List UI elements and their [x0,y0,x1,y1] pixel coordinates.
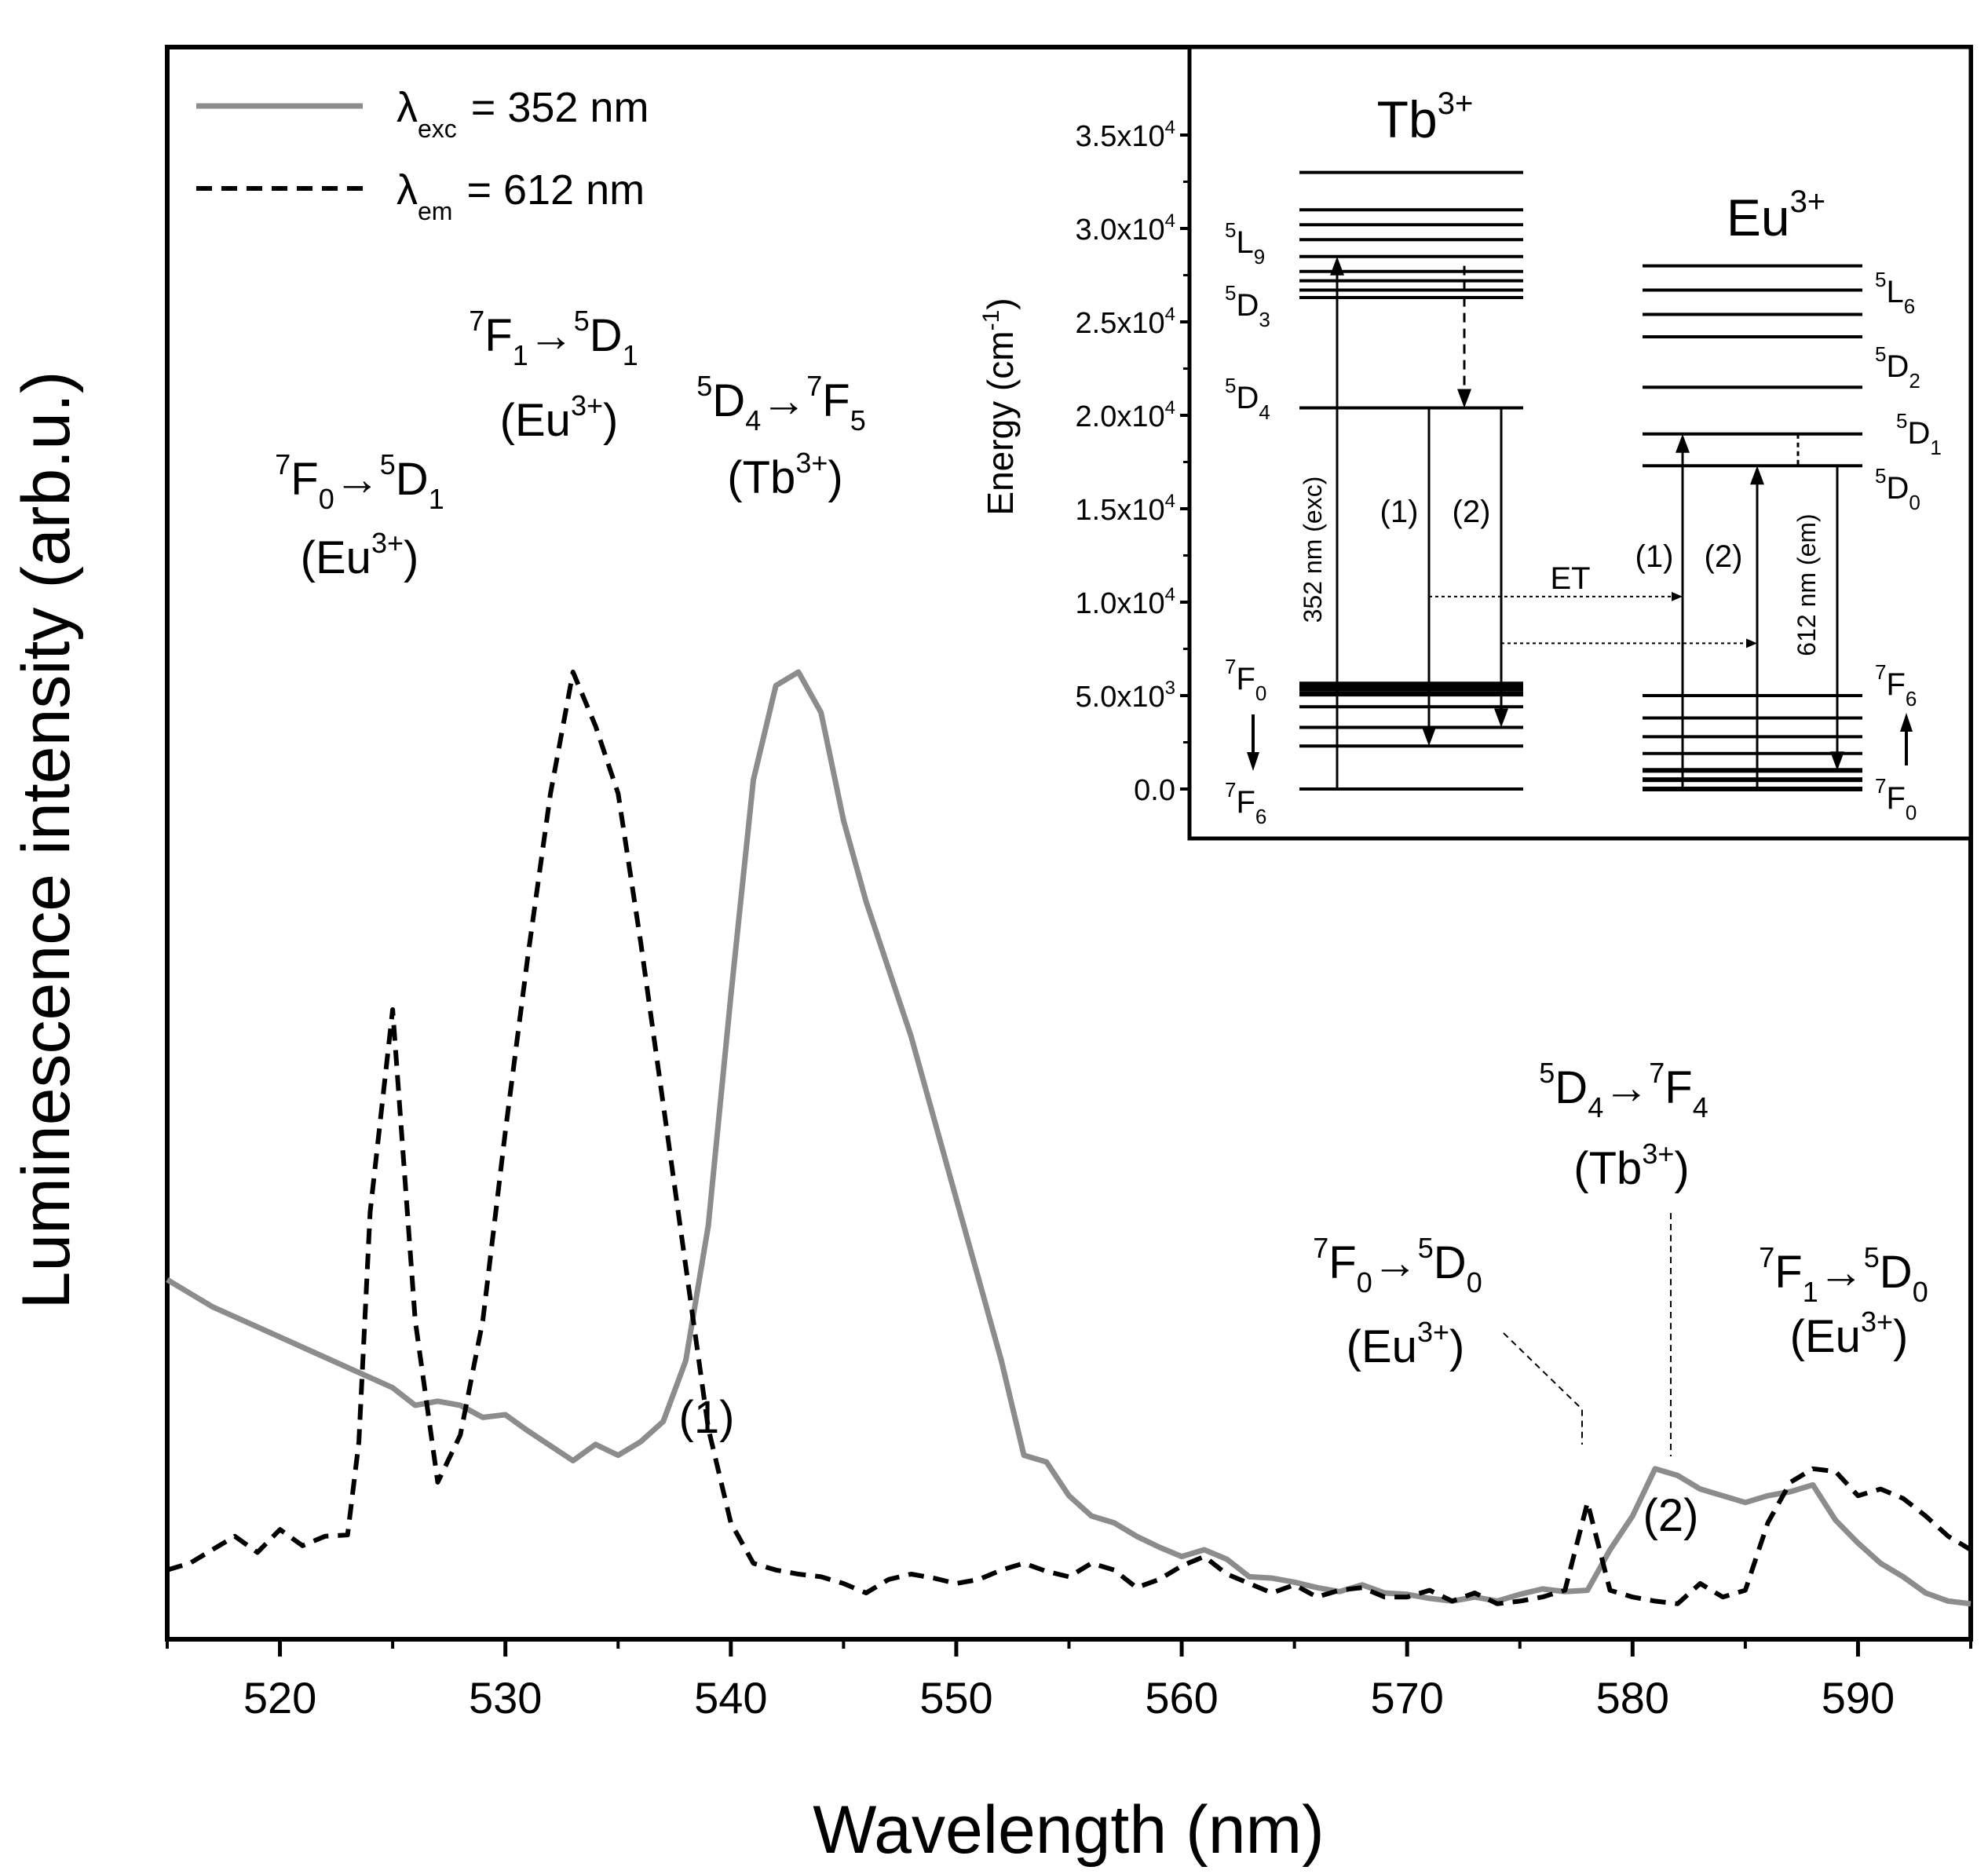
tb-path-1-label: (1) [1380,495,1419,529]
leader-line-7F0-5D0 [1503,1332,1583,1445]
x-tick-label-550: 550 [919,1673,992,1722]
svg-text:7F1→5D1: 7F1→5D1 [469,305,638,371]
inset-y-axis-label: Energy (cm-1) [978,298,1021,515]
tb-arrow-down-head [1247,752,1259,771]
x-tick-label-570: 570 [1370,1673,1443,1722]
svg-text:(Eu3+): (Eu3+) [500,389,619,446]
em-arrow-head [1830,751,1844,771]
eu-label-7F0: 7F0 [1875,774,1917,824]
annotation-5D4-7F4-tb: 5D4→7F4 (Tb3+) [1539,1057,1708,1456]
inset-y-tick-label: 1.0x104 [1076,584,1175,620]
annotation-7F1-5D0-eu: 7F1→5D0 (Eu3+) [1759,1241,1928,1362]
inset-frame [1187,45,1973,841]
exc-label: 352 nm (exc) [1299,477,1327,623]
marker-1: (1) [679,1392,735,1443]
tb-label-7F6: 7F6 [1225,778,1266,828]
tb-path-2-label: (2) [1453,495,1491,529]
eu-label-5D1: 5D1 [1896,409,1942,459]
tb-label-7F0: 7F0 [1225,655,1266,705]
x-tick-label-530: 530 [469,1673,542,1722]
annotation-7F0-5D1-eu: 7F0→5D1 (Eu3+) [275,448,444,583]
svg-text:7F0→5D0: 7F0→5D0 [1313,1232,1482,1299]
et-arrow-2-head [1746,638,1757,648]
legend: λexc = 352 nm λem = 612 nm [196,84,649,225]
x-tick-label-590: 590 [1822,1673,1895,1722]
x-tick-label-520: 520 [243,1673,316,1722]
inset-y-tick-label: 2.5x104 [1076,304,1175,340]
inset-y-tick-label: 0.0 [1134,774,1175,807]
tb-label-5L9: 5L9 [1225,218,1265,268]
eu-path-1-arrow-head [1676,433,1690,453]
eu-path-2-label: (2) [1705,539,1743,574]
inset-y-tick-label: 3.5x104 [1076,117,1175,153]
inset-y-tick-label: 3.0x104 [1076,210,1175,247]
tb-title: Tb3+ [1377,86,1474,148]
y-axis-label: Luminescence intensity (arb.u.) [9,371,84,1309]
transitions [1330,256,1844,789]
svg-text:7F0→5D1: 7F0→5D1 [275,448,444,515]
inset-y-tick-label: 1.5x104 [1076,491,1175,527]
x-axis-ticks: 520 530 540 550 560 570 580 590 [166,1639,1972,1722]
eu-path-2-arrow-head [1750,466,1764,485]
svg-text:5D4→7F5: 5D4→7F5 [696,370,865,437]
eu-arrow-up-head [1900,713,1913,732]
eu-label-5L6: 5L6 [1875,268,1915,318]
tb-label-5D4: 5D4 [1225,374,1270,424]
annotation-7F1-5D1-eu: 7F1→5D1 (Eu3+) [469,305,638,446]
annotation-7F0-5D0-eu: 7F0→5D0 (Eu3+) [1313,1232,1583,1445]
inset-y-tick-label: 5.0x103 [1076,678,1175,714]
main-series [166,669,1972,1607]
eu-energy-levels [1643,264,1862,791]
svg-text:5D4→7F4: 5D4→7F4 [1539,1057,1708,1123]
x-tick-label-540: 540 [694,1673,767,1722]
exc-arrow-head [1330,256,1344,276]
svg-text:(Eu3+): (Eu3+) [1790,1306,1909,1362]
inset-y-ticks: 0.0 5.0x103 1.0x104 1.5x104 2.0x104 2.5x104 3.… [1076,117,1190,807]
em-label: 612 nm (em) [1792,513,1821,656]
eu-label-7F6: 7F6 [1875,660,1917,711]
eu-title: Eu3+ [1727,184,1825,247]
et-arrow-1-head [1672,591,1683,601]
eu-label-5D2: 5D2 [1875,342,1920,393]
x-axis-label: Wavelength (nm) [813,1792,1325,1868]
series-line-exc [166,669,1972,1607]
tb-path-1-arrow-head [1422,727,1436,747]
inset-energy-diagram: 0.0 5.0x103 1.0x104 1.5x104 2.0x104 2.5x104 3.… [978,45,1973,841]
svg-text:(Tb3+): (Tb3+) [727,447,842,503]
svg-text:(Eu3+): (Eu3+) [301,527,419,583]
marker-2: (2) [1643,1490,1699,1541]
svg-text:(Tb3+): (Tb3+) [1573,1138,1689,1194]
svg-text:7F1→5D0: 7F1→5D0 [1759,1241,1928,1308]
eu-label-5D0: 5D0 [1875,464,1920,514]
inset-y-tick-label: 2.0x104 [1076,397,1175,433]
x-tick-label-560: 560 [1145,1673,1218,1722]
tb-relax-arrow-head [1457,389,1471,408]
tb-label-5D3: 5D3 [1225,281,1270,331]
tb-path-2-arrow-head [1494,708,1508,728]
x-tick-label-580: 580 [1596,1673,1669,1722]
et-label: ET [1550,561,1590,596]
legend-label-exc: λexc = 352 nm [397,84,649,143]
eu-path-1-label: (1) [1635,539,1674,574]
legend-label-em: λem = 612 nm [397,166,645,225]
annotation-5D4-7F5-tb: 5D4→7F5 (Tb3+) [696,370,865,503]
svg-text:(Eu3+): (Eu3+) [1347,1316,1465,1372]
series-line-em [166,670,1972,1606]
